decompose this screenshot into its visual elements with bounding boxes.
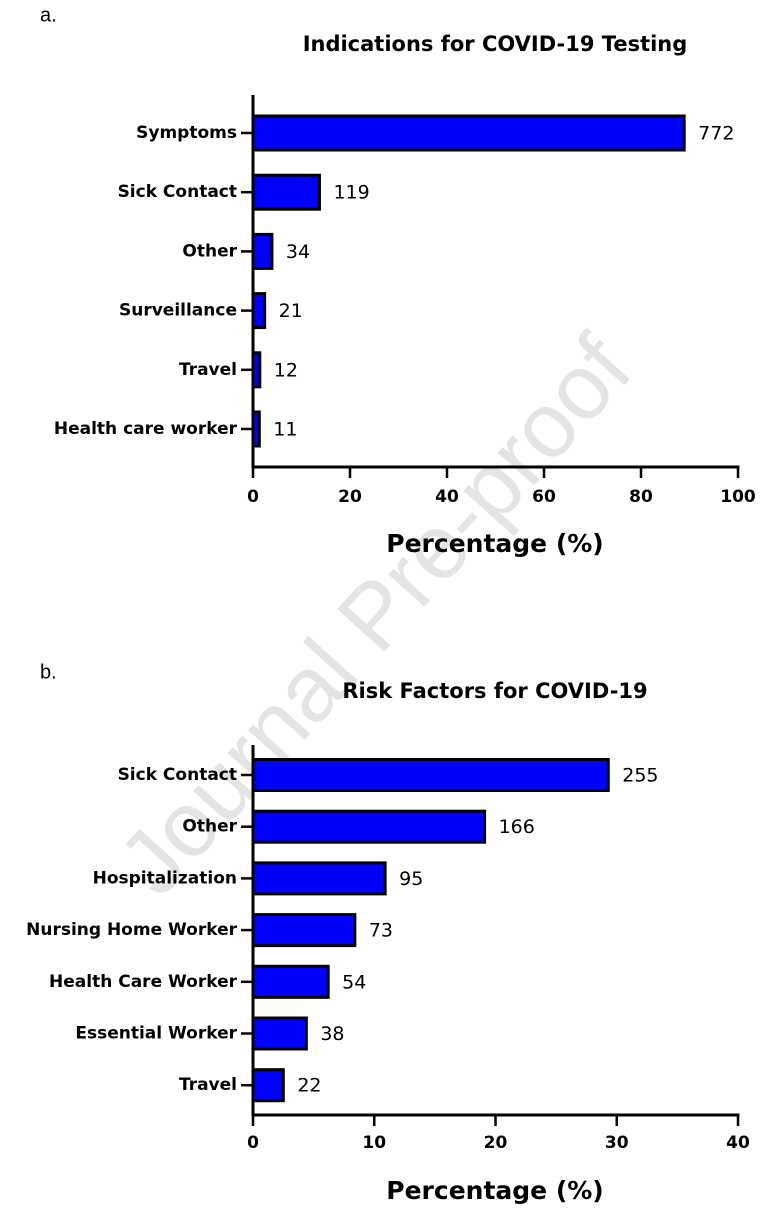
y-tick-label: Symptoms: [136, 123, 237, 143]
bar: [251, 114, 686, 152]
x-tick-label: 10: [362, 1133, 386, 1153]
count-label: 255: [622, 765, 658, 787]
count-label: 166: [499, 816, 535, 838]
x-axis-title: Percentage (%): [386, 1176, 603, 1205]
x-tick-label: 60: [532, 487, 556, 507]
x-tick-label: 40: [726, 1133, 750, 1153]
x-tick-label: 30: [605, 1133, 629, 1153]
count-label: 38: [320, 1023, 344, 1045]
bar: [251, 232, 274, 270]
bar: [251, 1016, 308, 1051]
bar: [251, 758, 610, 792]
count-label: 11: [273, 419, 297, 441]
bar: [251, 292, 267, 330]
bar: [251, 913, 357, 948]
chart-title: Indications for COVID-19 Testing: [303, 32, 688, 56]
bar: [251, 861, 387, 896]
count-label: 22: [297, 1075, 321, 1097]
count-label: 34: [286, 241, 310, 263]
x-tick-label: 80: [629, 487, 653, 507]
chart-title: Risk Factors for COVID-19: [342, 679, 647, 703]
count-label: 12: [274, 359, 298, 381]
y-tick-label: Sick Contact: [118, 765, 237, 785]
y-tick-label: Essential Worker: [75, 1024, 237, 1044]
x-tick-label: 20: [484, 1133, 508, 1153]
x-tick-label: 20: [338, 487, 362, 507]
y-tick-label: Sick Contact: [118, 182, 237, 202]
panel-label: a.: [40, 4, 57, 26]
x-tick-label: 0: [247, 1133, 259, 1153]
x-tick-label: 100: [720, 487, 756, 507]
count-label: 119: [333, 182, 369, 204]
count-label: 95: [399, 868, 423, 890]
count-label: 54: [342, 971, 366, 993]
bar: [251, 173, 321, 211]
count-label: 73: [369, 920, 393, 942]
panel-label: b.: [40, 661, 57, 683]
y-tick-label: Travel: [179, 1075, 237, 1095]
y-tick-label: Travel: [179, 360, 237, 380]
y-tick-label: Hospitalization: [93, 868, 237, 888]
count-label: 21: [279, 300, 303, 322]
bar: [251, 809, 487, 844]
count-label: 772: [698, 123, 734, 145]
x-tick-label: 0: [247, 487, 259, 507]
bar: [251, 964, 330, 999]
y-tick-label: Nursing Home Worker: [26, 920, 238, 940]
x-tick-label: 40: [435, 487, 459, 507]
y-tick-label: Other: [182, 241, 237, 261]
y-tick-label: Other: [182, 817, 237, 837]
y-tick-label: Surveillance: [119, 301, 237, 321]
bar: [251, 1068, 285, 1103]
x-axis-title: Percentage (%): [386, 529, 603, 558]
y-tick-label: Health care worker: [54, 419, 238, 439]
y-tick-label: Health Care Worker: [49, 972, 238, 992]
